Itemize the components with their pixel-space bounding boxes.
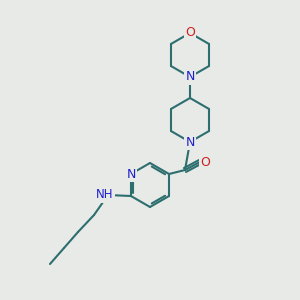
Text: N: N bbox=[185, 70, 195, 83]
Text: O: O bbox=[200, 155, 210, 169]
Text: N: N bbox=[126, 167, 136, 181]
Text: NH: NH bbox=[96, 188, 114, 202]
Text: N: N bbox=[185, 136, 195, 148]
Text: O: O bbox=[185, 26, 195, 40]
